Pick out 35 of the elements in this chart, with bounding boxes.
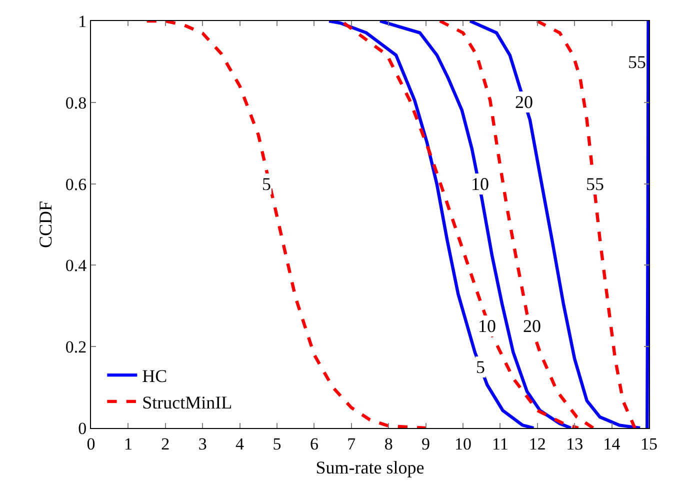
legend-label: HC (142, 366, 168, 386)
line-series (342, 21, 580, 428)
x-tick-label: 3 (198, 434, 207, 454)
x-tick-label: 1 (124, 434, 132, 454)
x-tick-label: 5 (272, 434, 282, 454)
y-tick-label: 0.8 (65, 93, 87, 112)
annotation: 5 (262, 174, 271, 194)
annotation: 20 (515, 92, 533, 112)
annotation: 55 (628, 52, 646, 72)
y-tick-label: 1 (78, 12, 87, 31)
annotation: 5 (476, 357, 485, 377)
x-tick-label: 12 (528, 434, 546, 454)
legend-label: StructMinIL (142, 392, 232, 412)
x-tick-label: 13 (566, 434, 584, 454)
y-tick-label: 0.6 (65, 174, 87, 194)
annotation: 55 (586, 174, 604, 194)
x-tick-label: 7 (347, 434, 356, 454)
x-tick-label: 15 (640, 434, 658, 454)
x-tick-label: 4 (236, 434, 245, 454)
annotation: 10 (471, 174, 489, 194)
x-tick-label: 14 (603, 434, 621, 454)
x-axis-title: Sum-rate slope (316, 458, 424, 478)
x-tick-label: 8 (384, 434, 393, 454)
x-tick-label: 2 (161, 434, 170, 454)
x-tick-label: 9 (422, 434, 430, 454)
x-tick-label: 6 (310, 434, 318, 454)
x-tick-label: 10 (454, 434, 472, 454)
y-tick-label: 0.2 (65, 338, 87, 357)
y-axis-title: CCDF (36, 200, 56, 248)
y-tick-label: 0 (78, 418, 87, 438)
annotation: 20 (523, 316, 541, 336)
y-tick-label: 0.4 (65, 256, 88, 276)
x-tick-label: 11 (492, 434, 508, 454)
annotation: 10 (478, 316, 496, 336)
line-series (378, 21, 572, 428)
